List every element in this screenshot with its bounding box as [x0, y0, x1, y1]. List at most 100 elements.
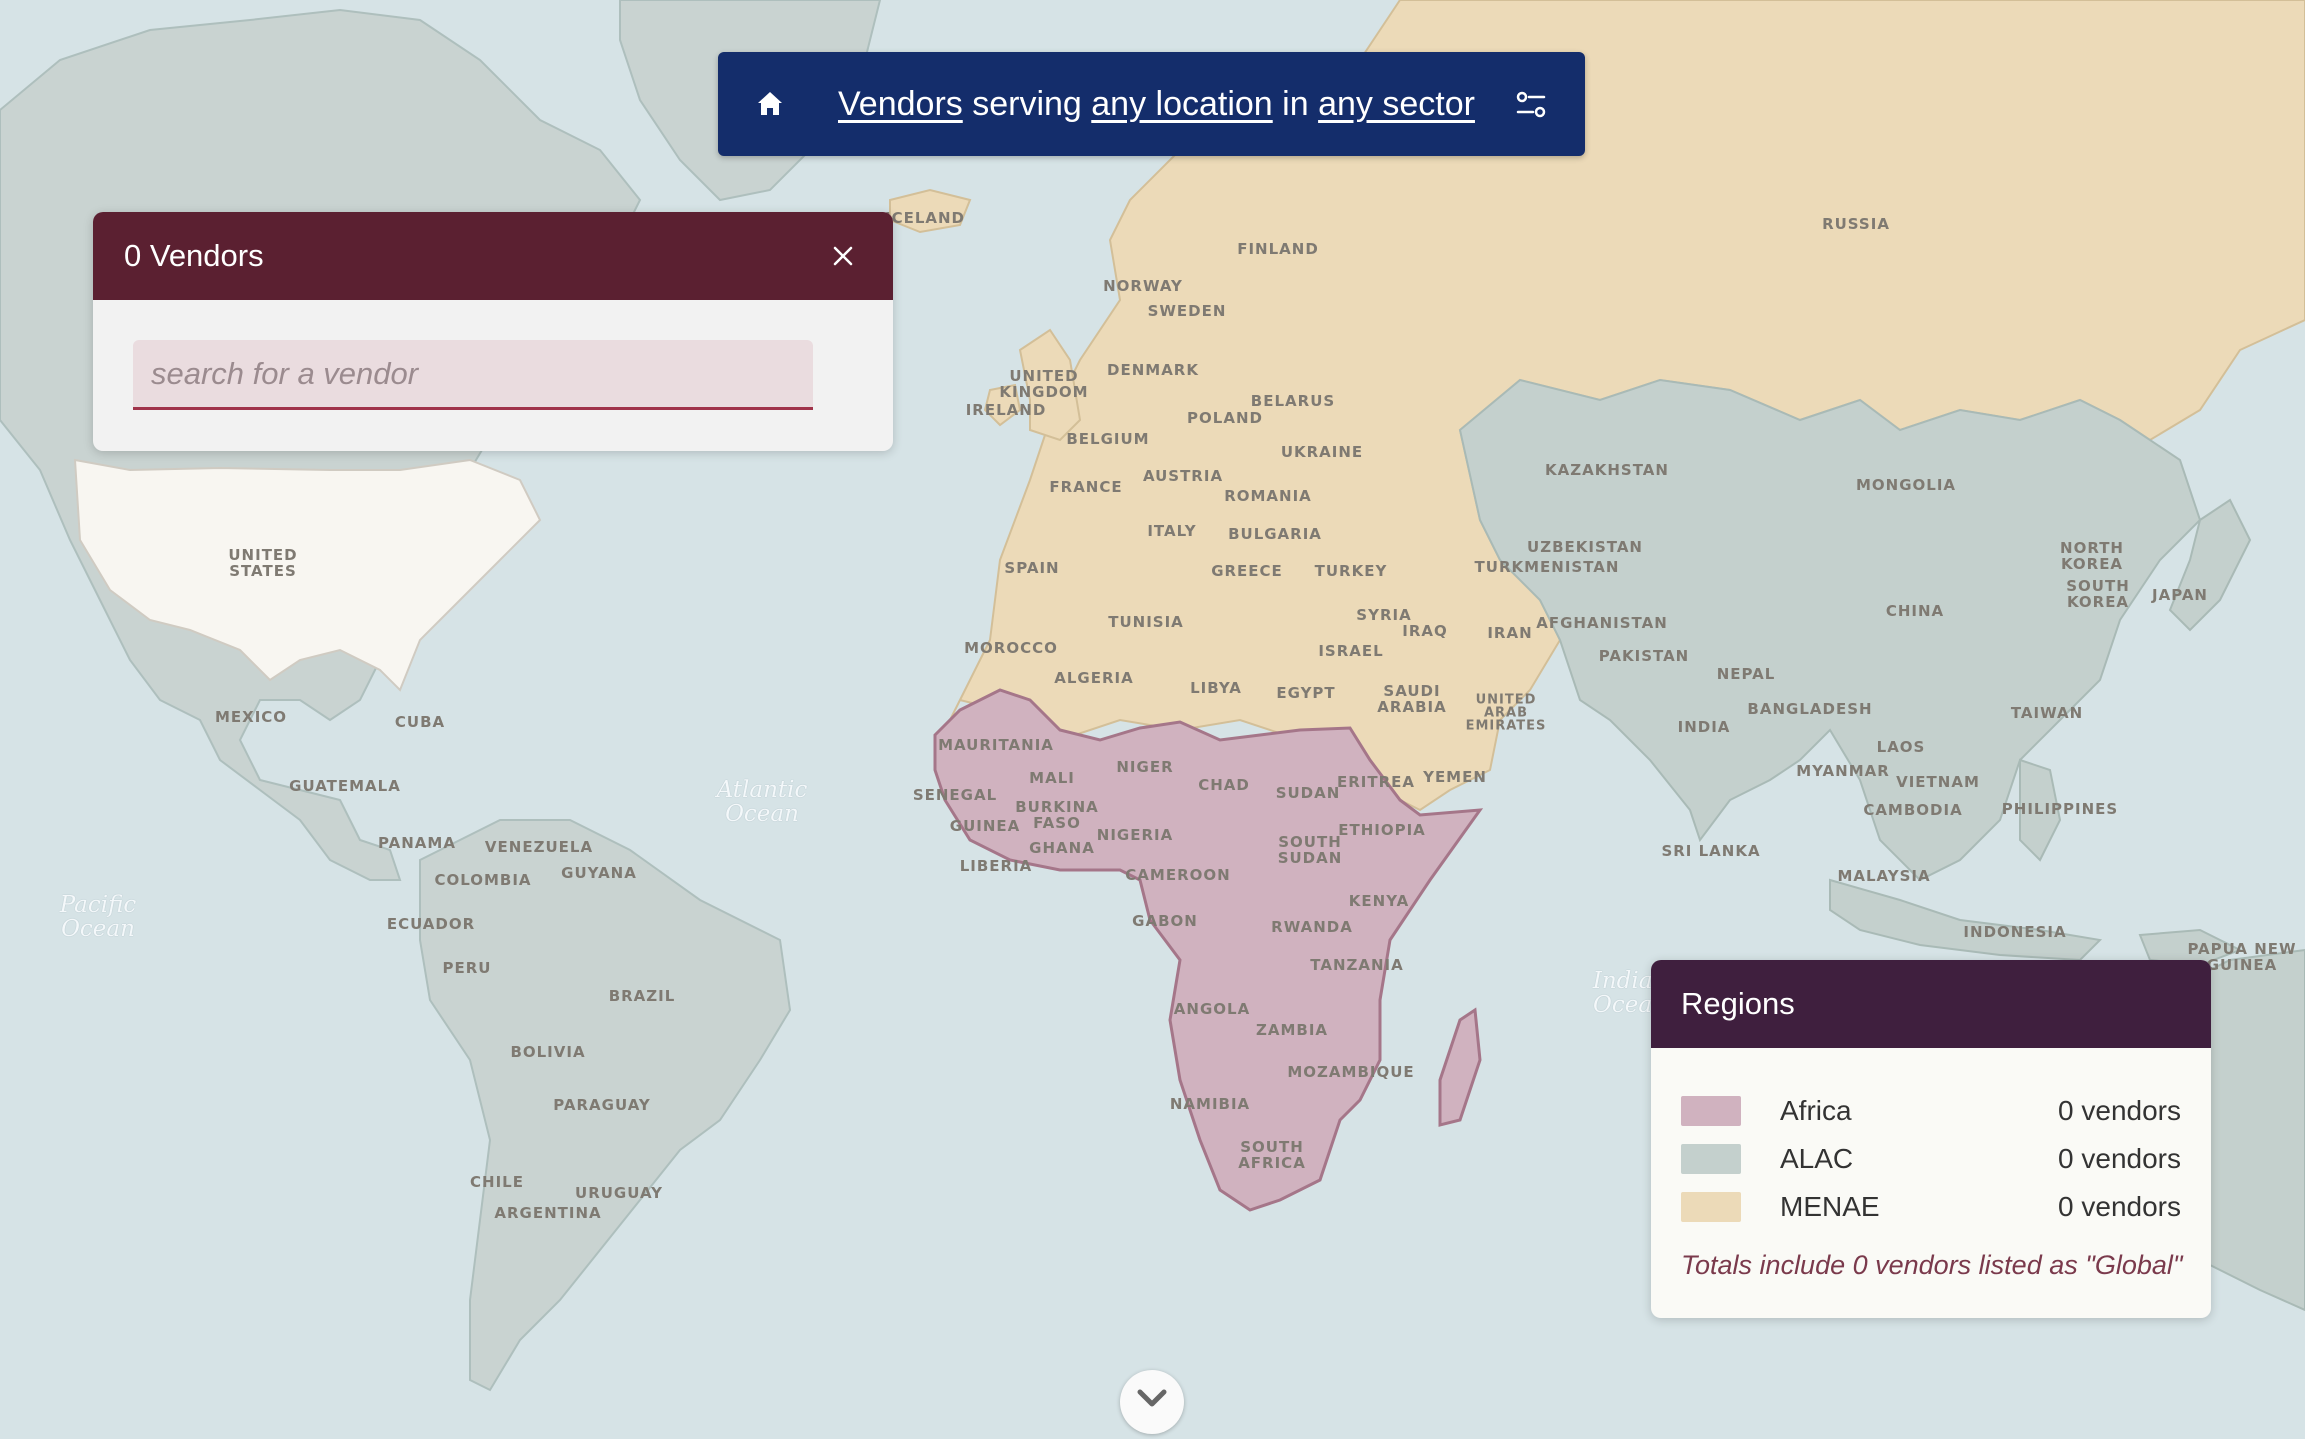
country-label-zambia: ZAMBIA: [1255, 1021, 1329, 1039]
usa-land[interactable]: [73, 458, 542, 692]
country-label-gabon: GABON: [1132, 912, 1198, 930]
madagascar-land[interactable]: [1438, 1007, 1482, 1127]
country-label-indonesia: INDONESIA: [1963, 923, 2067, 941]
country-label-egypt: EGYPT: [1276, 684, 1336, 702]
country-label-philippines: PHILIPPINES: [2001, 800, 2119, 818]
country-label-vietnam: VIETNAM: [1896, 773, 1980, 791]
country-label-north-korea: NORTH KOREA: [2060, 539, 2124, 573]
legend-region-count: 0 vendors: [2058, 1095, 2181, 1126]
country-label-paraguay: PARAGUAY: [553, 1096, 651, 1114]
legend-row-alac[interactable]: ALAC 0 vendors: [1681, 1138, 2181, 1178]
country-label-cuba: CUBA: [394, 713, 446, 731]
country-label-norway: NORWAY: [1103, 277, 1183, 295]
legend-row-menae[interactable]: MENAE 0 vendors: [1681, 1186, 2181, 1226]
country-label-niger: NIGER: [1116, 758, 1174, 776]
country-label-china: CHINA: [1885, 602, 1945, 620]
country-label-iceland: ICELAND: [884, 209, 966, 227]
country-label-guinea: GUINEA: [949, 817, 1021, 835]
country-label-brazil: BRAZIL: [608, 987, 676, 1005]
legend-region-name: Africa: [1780, 1095, 1852, 1126]
country-label-algeria: ALGERIA: [1054, 669, 1134, 687]
country-label-kenya: KENYA: [1348, 892, 1410, 910]
country-label-angola: ANGOLA: [1173, 1000, 1251, 1018]
country-label-sudan: SUDAN: [1275, 784, 1341, 802]
country-label-cambodia: CAMBODIA: [1863, 801, 1963, 819]
country-label-papua-new-guinea: PAPUA NEW GUINEA: [2187, 940, 2297, 974]
country-label-saudi-arabia: SAUDI ARABIA: [1377, 682, 1447, 716]
country-label-uruguay: URUGUAY: [575, 1184, 663, 1202]
country-label-cameroon: CAMEROON: [1125, 866, 1231, 884]
country-label-chad: CHAD: [1198, 776, 1250, 794]
country-label-taiwan: TAIWAN: [2010, 704, 2084, 722]
country-label-belgium: BELGIUM: [1066, 430, 1150, 448]
country-label-italy: ITALY: [1147, 522, 1197, 540]
vendor-search-input[interactable]: [133, 340, 813, 410]
sector-link[interactable]: any sector: [1318, 85, 1475, 123]
country-label-south-sudan: SOUTH SUDAN: [1277, 833, 1343, 867]
legend-region-name: ALAC: [1780, 1143, 1854, 1174]
country-label-laos: LAOS: [1876, 738, 1926, 756]
legend-swatch-menae: [1681, 1192, 1741, 1222]
philippines-land[interactable]: [2019, 758, 2062, 862]
country-label-sweden: SWEDEN: [1147, 302, 1227, 320]
country-label-argentina: ARGENTINA: [494, 1204, 602, 1222]
country-label-morocco: MOROCCO: [964, 639, 1058, 657]
query-sentence: Vendors serving any location in any sect…: [838, 52, 1475, 156]
country-label-eritrea: ERITREA: [1336, 773, 1416, 791]
country-label-ethiopia: ETHIOPIA: [1338, 821, 1426, 839]
regions-legend: Regions Africa 0 vendors ALAC 0 vendors …: [1651, 960, 2211, 1318]
country-label-turkey: TURKEY: [1314, 562, 1388, 580]
country-label-nepal: NEPAL: [1716, 665, 1776, 683]
country-label-belarus: BELARUS: [1250, 392, 1336, 410]
country-label-bolivia: BOLIVIA: [510, 1043, 586, 1061]
home-icon[interactable]: [754, 88, 786, 120]
close-icon[interactable]: [827, 240, 859, 272]
country-label-mexico: MEXICO: [214, 708, 288, 726]
country-label-guyana: GUYANA: [561, 864, 637, 882]
legend-swatch-africa: [1681, 1096, 1741, 1126]
asia-alac-region[interactable]: [1458, 378, 2202, 882]
country-label-poland: POLAND: [1187, 409, 1263, 427]
country-label-ukraine: UKRAINE: [1280, 443, 1364, 461]
scroll-down-button[interactable]: [1120, 1370, 1184, 1434]
uk-land[interactable]: [1018, 328, 1082, 442]
country-label-pakistan: PAKISTAN: [1598, 647, 1690, 665]
ireland-land[interactable]: [983, 383, 1022, 427]
country-label-mozambique: MOZAMBIQUE: [1287, 1063, 1415, 1081]
country-label-mauritania: MAURITANIA: [938, 736, 1054, 754]
country-label-rwanda: RWANDA: [1271, 918, 1353, 936]
world-map[interactable]: [0, 0, 2305, 1410]
country-label-austria: AUSTRIA: [1142, 467, 1224, 485]
query-serving-text: serving: [962, 85, 1092, 123]
country-label-france: FRANCE: [1049, 478, 1123, 496]
country-label-nigeria: NIGERIA: [1096, 826, 1174, 844]
country-label-turkmenistan: TURKMENISTAN: [1474, 558, 1620, 576]
sliders-icon[interactable]: [1514, 88, 1548, 122]
country-label-greece: GREECE: [1211, 562, 1283, 580]
location-link[interactable]: any location: [1091, 85, 1273, 123]
vendors-count-title: 0 Vendors: [124, 238, 264, 273]
chevron-down-icon: [1137, 1389, 1167, 1407]
japan-land[interactable]: [2168, 498, 2252, 632]
country-label-ireland: IRELAND: [965, 401, 1047, 419]
papua-land[interactable]: [2138, 928, 2243, 967]
vendors-link[interactable]: Vendors: [838, 85, 963, 123]
country-label-ecuador: ECUADOR: [386, 915, 476, 933]
country-label-ghana: GHANA: [1029, 839, 1095, 857]
country-label-sri-lanka: SRI LANKA: [1661, 842, 1761, 860]
country-label-iraq: IRAQ: [1402, 622, 1448, 640]
country-label-kazakhstan: KAZAKHSTAN: [1545, 461, 1669, 479]
africa-region[interactable]: [933, 688, 1484, 1212]
country-label-yemen: YEMEN: [1423, 768, 1487, 786]
country-label-spain: SPAIN: [1004, 559, 1060, 577]
country-label-mongolia: MONGOLIA: [1855, 476, 1957, 494]
ocean-label-pacific: Pacific Ocean: [59, 892, 137, 942]
country-label-tunisia: TUNISIA: [1108, 613, 1184, 631]
country-label-united-states: UNITED STATES: [228, 546, 298, 580]
regions-legend-header: Regions: [1651, 960, 2211, 1048]
legend-region-name: MENAE: [1780, 1191, 1880, 1222]
south-america-land[interactable]: [419, 819, 792, 1392]
legend-global-note: Totals include 0 vendors listed as "Glob…: [1681, 1250, 2183, 1280]
legend-row-africa[interactable]: Africa 0 vendors: [1681, 1090, 2181, 1130]
country-label-uzbekistan: UZBEKISTAN: [1527, 538, 1643, 556]
